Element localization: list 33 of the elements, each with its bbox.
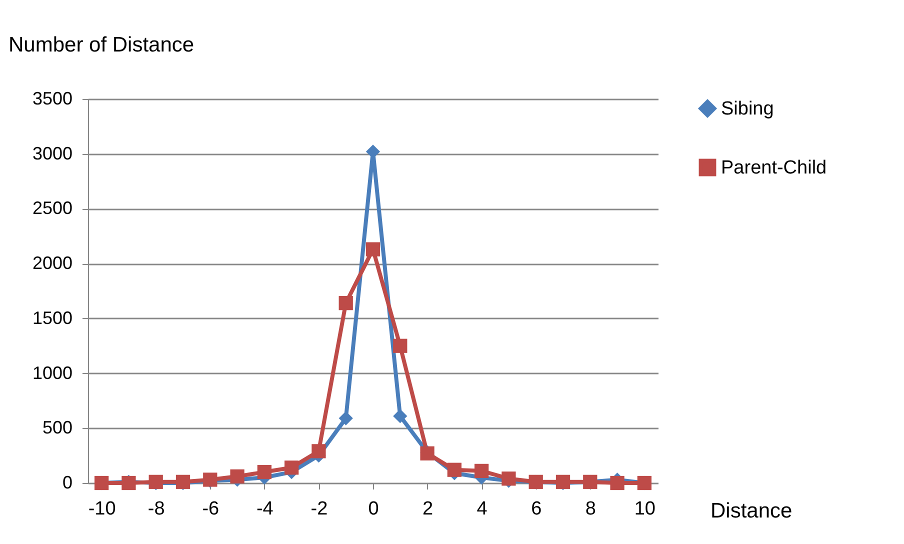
x-tick-label: -6	[202, 498, 220, 520]
point	[338, 411, 353, 426]
point	[338, 296, 353, 310]
x-axis-title: Distance	[710, 500, 792, 522]
legend-label: Parent-Child	[721, 158, 827, 178]
y-axis-title: Number of Distance	[8, 34, 194, 56]
legend-label: Sibing	[721, 98, 774, 120]
y-tick-label: 3500	[32, 88, 72, 108]
point	[474, 464, 489, 478]
x-tick-label: 4	[476, 498, 488, 520]
point	[284, 460, 299, 475]
x-tick-label: -8	[148, 498, 165, 520]
x-tick-label: 6	[531, 498, 542, 520]
x-tick-label: 10	[634, 498, 656, 520]
y-tick-label: 1500	[32, 308, 72, 328]
x-tick-label: -2	[310, 498, 328, 520]
point	[366, 242, 380, 256]
x-tick-label: -4	[256, 498, 274, 520]
x-tick-label: 0	[368, 498, 379, 520]
y-tick-label: 500	[42, 418, 72, 438]
y-tick-label: 2000	[32, 253, 72, 274]
y-tick-label: 1000	[32, 362, 72, 383]
x-tick-label: 2	[422, 498, 434, 520]
point	[393, 409, 408, 424]
y-tick-label: 3000	[32, 143, 72, 164]
x-tick-label: -10	[88, 498, 116, 520]
x-tick-label: 8	[585, 498, 596, 520]
point	[393, 338, 408, 353]
point	[610, 476, 624, 490]
y-tick-label: 2500	[32, 198, 72, 218]
point	[257, 464, 272, 480]
point	[312, 444, 326, 458]
y-tick-label: 0	[62, 472, 72, 492]
